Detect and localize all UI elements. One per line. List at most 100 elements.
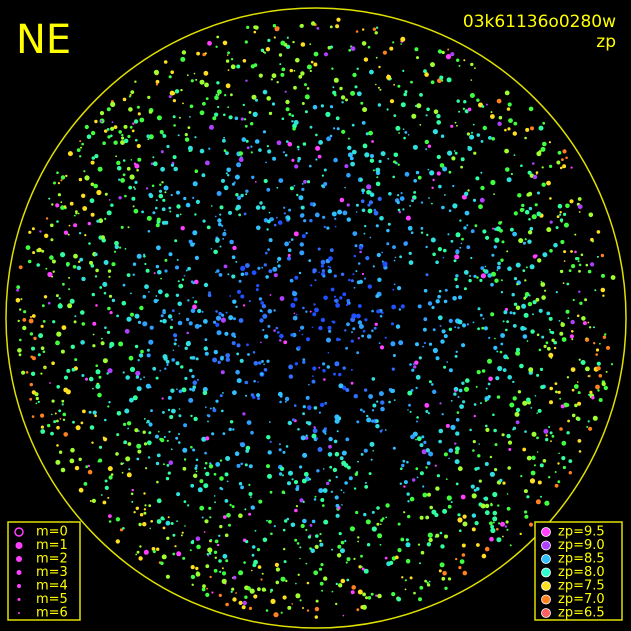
star [375, 167, 381, 173]
star [63, 230, 69, 235]
star [372, 169, 375, 172]
star [408, 251, 412, 255]
star [267, 324, 271, 328]
star [363, 448, 368, 453]
star [214, 501, 217, 504]
star [368, 130, 373, 136]
star [496, 98, 502, 104]
star [311, 326, 314, 329]
star [357, 337, 360, 340]
star [509, 402, 515, 408]
star [488, 376, 493, 382]
star [410, 80, 413, 84]
star [215, 45, 218, 48]
star [506, 320, 509, 323]
star [360, 565, 363, 568]
direction-label: NE [16, 17, 71, 63]
star [148, 504, 152, 507]
star [302, 306, 305, 310]
star [320, 104, 324, 108]
star [508, 118, 513, 123]
star [585, 366, 590, 372]
star [290, 238, 294, 241]
star [365, 519, 371, 525]
star [144, 504, 147, 507]
star [334, 298, 339, 303]
star [439, 75, 444, 80]
star [316, 27, 320, 30]
star [536, 151, 542, 157]
star [157, 269, 162, 275]
star [574, 233, 577, 236]
star [248, 492, 253, 496]
star [275, 326, 279, 330]
star [282, 474, 284, 477]
star [431, 202, 433, 205]
star [166, 144, 170, 149]
star [236, 378, 242, 384]
star [279, 333, 284, 339]
star [328, 329, 332, 333]
star [272, 156, 277, 161]
star [431, 305, 435, 310]
star [419, 471, 424, 476]
star [571, 388, 575, 392]
star [92, 344, 96, 348]
star [139, 117, 145, 123]
star [428, 380, 432, 384]
star [371, 140, 374, 143]
star [16, 285, 21, 289]
star [356, 608, 360, 612]
star [211, 432, 215, 436]
star [142, 294, 147, 299]
star [389, 99, 395, 104]
star [407, 134, 410, 136]
star [181, 531, 184, 534]
star [543, 428, 549, 434]
star [497, 121, 502, 127]
star [215, 315, 222, 321]
star [164, 191, 167, 194]
star [207, 414, 211, 418]
star [429, 170, 435, 176]
star [172, 552, 176, 556]
star [251, 94, 257, 100]
star [267, 219, 271, 224]
star [47, 301, 51, 305]
star [220, 487, 224, 491]
star [312, 375, 314, 377]
star [72, 420, 75, 424]
star [521, 303, 527, 309]
star [505, 167, 510, 172]
star [276, 331, 280, 334]
star [500, 342, 504, 346]
star [490, 179, 496, 186]
star [172, 155, 177, 160]
star [452, 296, 457, 301]
star [103, 260, 109, 265]
star [361, 272, 365, 276]
star [489, 455, 493, 459]
star [165, 476, 170, 481]
star [346, 217, 351, 222]
star [134, 187, 136, 190]
star [516, 347, 520, 352]
star [57, 303, 63, 309]
star [345, 346, 348, 350]
star [532, 174, 538, 180]
star [354, 85, 357, 89]
star [104, 485, 109, 490]
star [525, 127, 530, 132]
star [342, 210, 348, 216]
star [605, 370, 608, 373]
star [469, 275, 472, 277]
star [595, 353, 598, 356]
star [227, 69, 230, 71]
star [559, 397, 562, 400]
star [89, 260, 93, 265]
star [318, 567, 323, 571]
star [331, 67, 334, 70]
star [222, 432, 226, 435]
star [303, 219, 307, 223]
star [358, 324, 364, 329]
